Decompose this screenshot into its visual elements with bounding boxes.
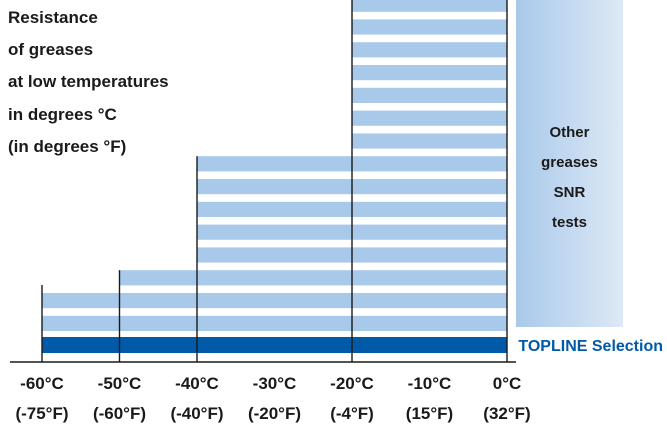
- other-box-label: Other: [549, 124, 589, 141]
- bar: [352, 65, 507, 81]
- tick-label-c: 0°C: [493, 374, 522, 393]
- title-line: at low temperatures: [8, 72, 169, 91]
- tick-label-f: (-40°F): [170, 404, 223, 423]
- bar: [42, 293, 507, 309]
- other-greases-box: Other greases SNR tests TOPLINE Selection: [516, 0, 663, 355]
- bar: [352, 87, 507, 103]
- tick-label-c: -50°C: [98, 374, 142, 393]
- other-box: [516, 0, 623, 327]
- tick-label-c: -30°C: [253, 374, 297, 393]
- tick-label-c: -10°C: [408, 374, 452, 393]
- tick-label-f: (15°F): [406, 404, 453, 423]
- tick-label-f: (-75°F): [15, 404, 68, 423]
- gridlines-group: [41, 0, 508, 362]
- bar: [352, 133, 507, 149]
- bar: [352, 0, 507, 12]
- selection-bar: [42, 337, 507, 353]
- tick-label-f: (-4°F): [330, 404, 374, 423]
- bar: [42, 315, 507, 331]
- title-line: (in degrees °F): [8, 137, 127, 156]
- title-line: of greases: [8, 40, 94, 59]
- title-line: in degrees °C: [8, 105, 117, 124]
- tick-label-c: -20°C: [330, 374, 374, 393]
- tick-label-c: -40°C: [175, 374, 219, 393]
- other-box-label: tests: [552, 214, 587, 231]
- bars-group: [42, 0, 507, 353]
- bar: [352, 19, 507, 35]
- bar: [352, 110, 507, 126]
- tick-label-f: (-20°F): [248, 404, 301, 423]
- bar: [352, 42, 507, 58]
- selection-label: TOPLINE Selection: [518, 338, 663, 355]
- x-tick-labels: -60°C (-75°F) -50°C (-60°F) -40°C (-40°F) -30°…: [15, 374, 530, 423]
- tick-label-c: -60°C: [20, 374, 64, 393]
- bar: [119, 270, 507, 286]
- title-line: Resistance: [8, 8, 98, 27]
- tick-label-f: (32°F): [483, 404, 530, 423]
- tick-label-f: (-60°F): [93, 404, 146, 423]
- other-box-label: greases: [541, 154, 598, 171]
- other-box-label: SNR: [554, 184, 586, 201]
